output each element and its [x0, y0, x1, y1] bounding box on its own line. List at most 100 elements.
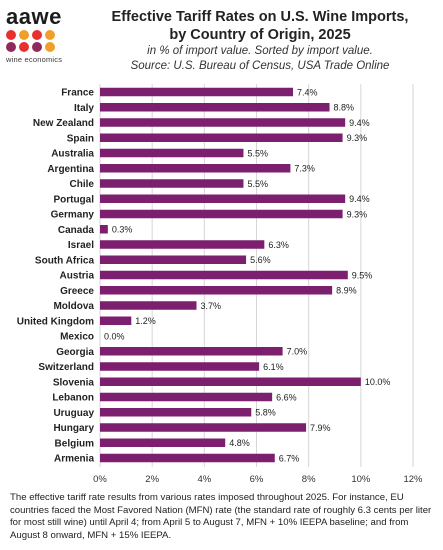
data-label: 9.5% [352, 270, 373, 280]
logo-dot [6, 30, 16, 40]
bar [100, 408, 252, 417]
category-label: Uruguay [53, 408, 94, 419]
data-label: 7.3% [294, 164, 315, 174]
bar [100, 118, 346, 127]
data-label: 3.7% [201, 301, 222, 311]
aawe-logo: aawe wine economics [6, 6, 72, 64]
logo-wordmark: aawe [6, 4, 62, 29]
data-label: 0.0% [104, 331, 125, 341]
x-tick-label: 10% [351, 474, 371, 485]
chart-subtitle-line-1: in % of import value. Sorted by import v… [147, 45, 373, 57]
logo-dot [32, 42, 42, 52]
bar [100, 148, 244, 158]
category-label: Armenia [54, 454, 94, 465]
data-label: 0.3% [112, 225, 133, 235]
data-label: 5.5% [247, 148, 268, 158]
chart-title-line-1: Effective Tariff Rates on U.S. Wine Impo… [111, 9, 409, 25]
category-label: Moldova [53, 301, 94, 312]
x-tick-label: 8% [302, 474, 316, 485]
category-label: Switzerland [38, 362, 94, 373]
bar [100, 87, 294, 97]
bar [100, 255, 247, 264]
category-label: Spain [67, 133, 94, 144]
logo-dot [45, 30, 55, 40]
data-label: 5.6% [250, 255, 271, 265]
logo-dot [32, 30, 42, 40]
data-label: 8.9% [336, 286, 357, 296]
data-label: 1.2% [135, 316, 156, 326]
bar [100, 103, 330, 112]
bar [100, 377, 361, 386]
footer-note: The effective tariff rate results from v… [10, 492, 432, 541]
category-label: Israel [68, 240, 94, 251]
bar [100, 179, 244, 188]
category-label: Australia [51, 149, 94, 160]
bar [100, 423, 307, 432]
data-label: 9.4% [349, 118, 370, 128]
bar [100, 164, 291, 173]
category-label: Chile [70, 179, 95, 190]
logo-dots [6, 30, 66, 54]
data-label: 6.6% [276, 392, 297, 402]
data-label: 7.9% [310, 423, 331, 433]
data-label: 10.0% [365, 377, 391, 387]
bar [100, 133, 343, 142]
category-label: Italy [74, 103, 94, 114]
data-label: 9.3% [347, 209, 368, 219]
category-label: Mexico [60, 332, 94, 343]
data-label: 8.8% [334, 103, 355, 113]
category-label: Austria [60, 271, 95, 282]
category-label: Germany [51, 210, 95, 221]
category-label: France [61, 88, 94, 99]
chart-subtitle-line-2: Source: U.S. Bureau of Census, USA Trade… [130, 60, 390, 72]
data-label: 6.1% [263, 362, 284, 372]
category-label: New Zealand [33, 118, 94, 129]
bar [100, 453, 275, 463]
x-tick-label: 6% [250, 474, 264, 485]
chart-title-line-2: by Country of Origin, 2025 [169, 27, 351, 43]
data-label: 7.0% [287, 347, 308, 357]
bar [100, 316, 132, 325]
chart-header: Effective Tariff Rates on U.S. Wine Impo… [90, 8, 430, 74]
data-label: 4.8% [229, 438, 250, 448]
bar [100, 194, 346, 203]
bar [100, 225, 108, 234]
bar [100, 240, 265, 249]
data-label: 9.3% [347, 133, 368, 143]
bar [100, 301, 197, 310]
bar [100, 209, 343, 219]
bar-chart: 0% 2% 4% 6% 8% 10% 12% France 7.4% Italy 8.8% New Z… [17, 84, 423, 485]
logo-dot [19, 30, 29, 40]
bar [100, 347, 283, 356]
category-label: Slovenia [53, 377, 95, 388]
x-tick-label: 0% [93, 474, 107, 485]
category-label: Canada [58, 225, 95, 236]
bar [100, 286, 333, 295]
data-label: 5.5% [247, 179, 268, 189]
category-label: Georgia [56, 347, 94, 358]
bar [100, 362, 260, 371]
data-label: 7.4% [297, 87, 318, 97]
bar [100, 270, 348, 280]
logo-dot [6, 42, 16, 52]
data-label: 9.4% [349, 194, 370, 204]
x-tick-label: 4% [197, 474, 211, 485]
x-tick-label: 12% [403, 474, 423, 485]
logo-dot [19, 42, 29, 52]
bar [100, 438, 226, 447]
logo-subtitle: wine economics [6, 55, 63, 64]
category-label: Greece [60, 286, 94, 297]
data-label: 6.7% [279, 453, 300, 463]
category-label: Argentina [47, 164, 94, 175]
category-label: United Kingdom [17, 316, 94, 327]
category-label: South Africa [35, 255, 95, 266]
category-label: Lebanon [52, 393, 94, 404]
data-label: 5.8% [255, 408, 276, 418]
category-label: Hungary [53, 423, 94, 434]
bar [100, 392, 273, 402]
logo-dot [45, 42, 55, 52]
category-label: Belgium [55, 438, 95, 449]
category-label: Portugal [53, 194, 94, 205]
x-tick-label: 2% [145, 474, 159, 485]
data-label: 6.3% [268, 240, 289, 250]
